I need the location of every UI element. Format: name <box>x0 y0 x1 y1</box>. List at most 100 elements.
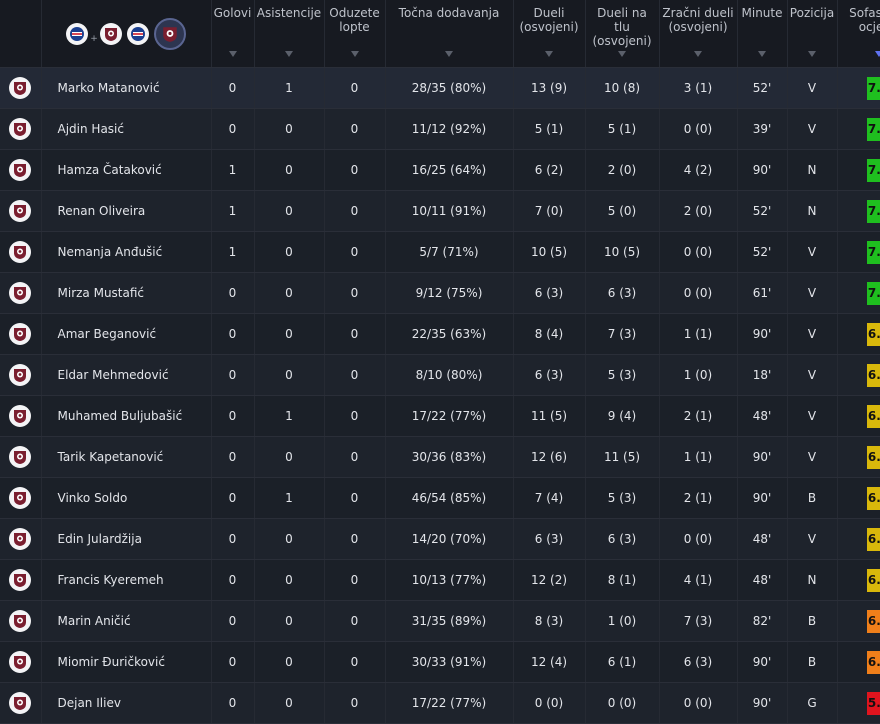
player-team-cell <box>0 191 41 232</box>
table-row[interactable]: Nemanja Anđušić 1 0 0 5/7 (71%) 10 (5) 1… <box>0 232 880 273</box>
accurate-passes-value: 5/7 (71%) <box>385 232 513 273</box>
rating-badge: 6.2 <box>867 610 880 633</box>
ground-duels-value: 10 (8) <box>585 68 659 109</box>
sort-arrow-icon <box>758 51 766 57</box>
column-minutes[interactable]: Minute <box>737 0 787 68</box>
player-name[interactable]: Francis Kyeremeh <box>41 560 211 601</box>
rating-cell: 6.7 <box>837 478 880 519</box>
player-team-cell <box>0 109 41 150</box>
duels-value: 8 (4) <box>513 314 585 355</box>
sarajevo-crest-icon <box>9 692 31 714</box>
lost-balls-value: 0 <box>324 273 385 314</box>
player-name[interactable]: Dejan Iliev <box>41 683 211 724</box>
player-name[interactable]: Ajdin Hasić <box>41 109 211 150</box>
player-name[interactable]: Miomir Đuričković <box>41 642 211 683</box>
ground-duels-value: 6 (1) <box>585 642 659 683</box>
goals-value: 1 <box>211 150 254 191</box>
accurate-passes-value: 17/22 (77%) <box>385 396 513 437</box>
table-row[interactable]: Renan Oliveira 1 0 0 10/11 (91%) 7 (0) 5… <box>0 191 880 232</box>
column-ground-duels[interactable]: Dueli na tlu (osvojeni) <box>585 0 659 68</box>
column-assists[interactable]: Asistencije <box>254 0 324 68</box>
position-value: V <box>787 355 837 396</box>
assists-value: 0 <box>254 683 324 724</box>
table-row[interactable]: Amar Beganović 0 0 0 22/35 (63%) 8 (4) 7… <box>0 314 880 355</box>
ground-duels-value: 5 (3) <box>585 355 659 396</box>
column-duels[interactable]: Dueli (osvojeni) <box>513 0 585 68</box>
position-value: V <box>787 437 837 478</box>
away-team-filter-sarajevo-icon[interactable] <box>154 18 186 50</box>
table-row[interactable]: Muhamed Buljubašić 0 1 0 17/22 (77%) 11 … <box>0 396 880 437</box>
player-name[interactable]: Marko Matanović <box>41 68 211 109</box>
header-blank <box>0 0 41 68</box>
table-row[interactable]: Ajdin Hasić 0 0 0 11/12 (92%) 5 (1) 5 (1… <box>0 109 880 150</box>
sarajevo-crest-icon <box>9 487 31 509</box>
player-name[interactable]: Tarik Kapetanović <box>41 437 211 478</box>
minutes-value: 90' <box>737 150 787 191</box>
table-row[interactable]: Dejan Iliev 0 0 0 17/22 (77%) 0 (0) 0 (0… <box>0 683 880 724</box>
player-name[interactable]: Renan Oliveira <box>41 191 211 232</box>
player-name[interactable]: Muhamed Buljubašić <box>41 396 211 437</box>
player-name[interactable]: Amar Beganović <box>41 314 211 355</box>
column-position[interactable]: Pozicija <box>787 0 837 68</box>
player-name[interactable]: Vinko Soldo <box>41 478 211 519</box>
player-name[interactable]: Eldar Mehmedović <box>41 355 211 396</box>
table-row[interactable]: Tarik Kapetanović 0 0 0 30/36 (83%) 12 (… <box>0 437 880 478</box>
minutes-value: 39' <box>737 109 787 150</box>
position-value: V <box>787 396 837 437</box>
assists-value: 1 <box>254 68 324 109</box>
column-lost-balls[interactable]: Oduzete lopte <box>324 0 385 68</box>
both-teams-filter[interactable]: + <box>66 23 122 45</box>
lost-balls-value: 0 <box>324 355 385 396</box>
minutes-value: 48' <box>737 396 787 437</box>
minutes-value: 61' <box>737 273 787 314</box>
rating-badge: 6.7 <box>867 405 880 428</box>
player-team-cell <box>0 478 41 519</box>
sarajevo-crest-icon <box>9 446 31 468</box>
aerial-duels-value: 6 (3) <box>659 642 737 683</box>
ground-duels-value: 0 (0) <box>585 683 659 724</box>
table-row[interactable]: Marin Aničić 0 0 0 31/35 (89%) 8 (3) 1 (… <box>0 601 880 642</box>
column-aerial-duels[interactable]: Zračni dueli (osvojeni) <box>659 0 737 68</box>
accurate-passes-value: 46/54 (85%) <box>385 478 513 519</box>
position-value: B <box>787 642 837 683</box>
table-row[interactable]: Hamza Čataković 1 0 0 16/25 (64%) 6 (2) … <box>0 150 880 191</box>
minutes-value: 48' <box>737 519 787 560</box>
player-team-cell <box>0 560 41 601</box>
accurate-passes-value: 10/11 (91%) <box>385 191 513 232</box>
player-name[interactable]: Marin Aničić <box>41 601 211 642</box>
lost-balls-value: 0 <box>324 314 385 355</box>
column-accurate-passes[interactable]: Točna dodavanja <box>385 0 513 68</box>
player-name[interactable]: Nemanja Anđušić <box>41 232 211 273</box>
aerial-duels-value: 2 (0) <box>659 191 737 232</box>
lost-balls-value: 0 <box>324 150 385 191</box>
table-row[interactable]: Francis Kyeremeh 0 0 0 10/13 (77%) 12 (2… <box>0 560 880 601</box>
table-row[interactable]: Miomir Đuričković 0 0 0 30/33 (91%) 12 (… <box>0 642 880 683</box>
sarajevo-crest-icon <box>9 405 31 427</box>
column-goals[interactable]: Golovi <box>211 0 254 68</box>
duels-value: 7 (0) <box>513 191 585 232</box>
table-row[interactable]: Eldar Mehmedović 0 0 0 8/10 (80%) 6 (3) … <box>0 355 880 396</box>
column-rating[interactable]: Sofascore ocjena <box>837 0 880 68</box>
table-row[interactable]: Mirza Mustafić 0 0 0 9/12 (75%) 6 (3) 6 … <box>0 273 880 314</box>
sort-arrow-icon <box>808 51 816 57</box>
rating-cell: 7.4 <box>837 232 880 273</box>
home-team-filter-zeljeznicar-icon[interactable] <box>127 23 149 45</box>
table-row[interactable]: Marko Matanović 0 1 0 28/35 (80%) 13 (9)… <box>0 68 880 109</box>
player-name[interactable]: Edin Julardžija <box>41 519 211 560</box>
goals-value: 0 <box>211 314 254 355</box>
accurate-passes-value: 11/12 (92%) <box>385 109 513 150</box>
sort-arrow-icon <box>285 51 293 57</box>
rating-cell: 6.6 <box>837 560 880 601</box>
goals-value: 0 <box>211 683 254 724</box>
assists-value: 1 <box>254 478 324 519</box>
minutes-value: 18' <box>737 355 787 396</box>
rating-badge: 6.7 <box>867 487 880 510</box>
table-row[interactable]: Edin Julardžija 0 0 0 14/20 (70%) 6 (3) … <box>0 519 880 560</box>
table-row[interactable]: Vinko Soldo 0 1 0 46/54 (85%) 7 (4) 5 (3… <box>0 478 880 519</box>
plus-sign: + <box>90 32 98 46</box>
player-name[interactable]: Hamza Čataković <box>41 150 211 191</box>
player-name[interactable]: Mirza Mustafić <box>41 273 211 314</box>
sarajevo-crest-icon <box>100 23 122 45</box>
minutes-value: 90' <box>737 478 787 519</box>
goals-value: 0 <box>211 68 254 109</box>
